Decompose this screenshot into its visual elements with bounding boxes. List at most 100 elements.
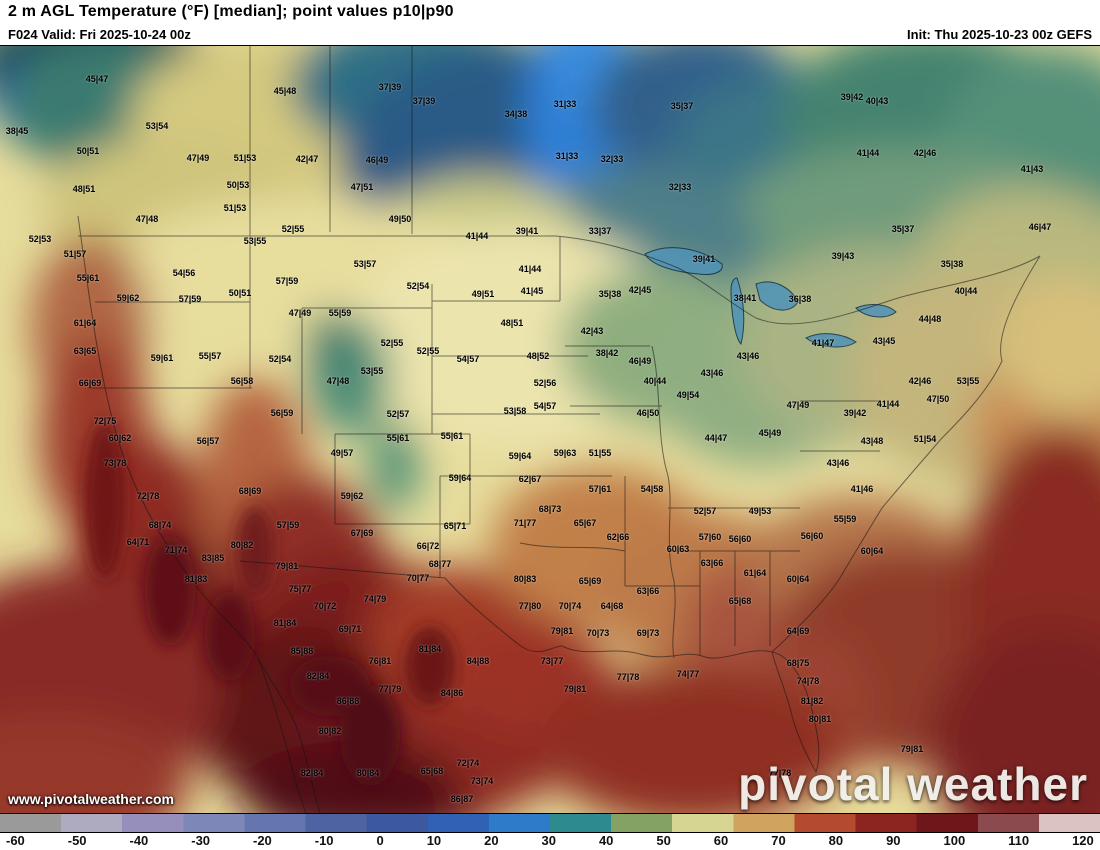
point-value: 63|65 [73,346,97,356]
point-value: 42|46 [908,376,932,386]
point-value: 72|78 [136,491,160,501]
point-value: 51|57 [63,249,87,259]
point-value: 77|78 [616,672,640,682]
point-value: 42|43 [580,326,604,336]
point-value: 49|57 [330,448,354,458]
colorbar-tick: -50 [67,833,87,848]
map-title: 2 m AGL Temperature (°F) [median]; point… [8,3,454,20]
point-value: 52|54 [406,281,430,291]
point-value: 69|73 [636,628,660,638]
point-value: 56|60 [800,531,824,541]
point-value: 37|39 [412,96,436,106]
colorbar-tick: 30 [541,833,556,848]
point-value: 44|47 [704,433,728,443]
point-value: 31|33 [555,151,579,161]
map-area[interactable]: 45|47 38|45 53|54 50|51 48|51 52|53 51|57 47|48… [0,45,1100,814]
point-value: 75|77 [288,584,312,594]
site-watermark: www.pivotalweather.com [8,791,174,807]
point-value: 38|42 [595,348,619,358]
point-value: 51|55 [588,448,612,458]
point-value: 59|64 [448,473,472,483]
point-value: 45|48 [273,86,297,96]
point-value: 64|71 [126,537,150,547]
point-value: 65|71 [443,521,467,531]
point-value: 59|63 [553,448,577,458]
point-value: 60|64 [786,574,810,584]
point-value: 73|78 [103,458,127,468]
point-value: 57|60 [698,532,722,542]
point-value: 68|77 [428,559,452,569]
point-value: 64|69 [786,626,810,636]
point-value: 34|38 [504,109,528,119]
point-value: 50|51 [76,146,100,156]
point-value: 52|55 [416,346,440,356]
point-value: 46|49 [628,356,652,366]
point-value: 54|56 [172,268,196,278]
point-value: 48|51 [500,318,524,328]
colorbar-strip [0,813,1100,833]
point-value: 79|81 [563,684,587,694]
brand-watermark: pivotal weather [738,758,1088,810]
point-value: 41|44 [518,264,542,274]
point-value: 49|54 [676,390,700,400]
colorbar-tick: 40 [598,833,614,848]
point-value: 52|55 [380,338,404,348]
point-value: 52|57 [693,506,717,516]
point-value: 57|59 [276,520,300,530]
point-value: 54|57 [456,354,480,364]
point-value: 85|88 [290,646,314,656]
point-value: 79|81 [900,744,924,754]
point-value: 56|59 [270,408,294,418]
point-value: 66|69 [78,378,102,388]
point-value: 43|46 [700,368,724,378]
point-value: 54|57 [533,401,557,411]
point-value: 79|81 [550,626,574,636]
point-value: 55|59 [833,514,857,524]
point-value: 53|57 [353,259,377,269]
point-value: 81|83 [184,574,208,584]
point-value: 84|86 [440,688,464,698]
point-value: 46|47 [1028,222,1052,232]
point-value: 80|82 [230,540,254,550]
colorbar-tick: 70 [771,833,786,848]
point-value: 65|68 [728,596,752,606]
point-value: 43|45 [872,336,896,346]
point-value: 40|43 [865,96,889,106]
point-value: 82|84 [300,768,324,778]
point-value: 66|72 [416,541,440,551]
point-value: 59|62 [340,491,364,501]
colorbar-tick: 100 [943,833,966,848]
point-value: 77|78 [768,768,792,778]
point-value: 53|55 [243,236,267,246]
point-value: 56|60 [728,534,752,544]
point-value: 72|74 [456,758,480,768]
point-value: 35|37 [891,224,915,234]
colorbar-tick: 90 [886,833,901,848]
point-value: 86|87 [450,794,474,804]
point-value: 70|73 [586,628,610,638]
point-value: 68|75 [786,658,810,668]
colorbar-tick: -60 [6,833,25,848]
colorbar-tick: 50 [656,833,671,848]
point-value: 41|46 [850,484,874,494]
colorbar-tick: 0 [376,833,384,848]
borders-layer [77,46,1041,813]
point-value: 80|84 [356,768,380,778]
point-value: 68|73 [538,504,562,514]
point-value: 31|33 [553,99,577,109]
point-value: 47|51 [350,182,374,192]
point-value: 37|39 [378,82,402,92]
point-value: 42|45 [628,285,652,295]
point-value: 38|41 [733,293,757,303]
point-value: 69|71 [338,624,362,634]
forecast-valid-label: F024 Valid: Fri 2025-10-24 00z [8,27,191,42]
info-bar: F024 Valid: Fri 2025-10-24 00z Init: Thu… [0,26,1100,45]
point-value: 60|62 [108,433,132,443]
point-value: 39|43 [831,251,855,261]
point-value: 40|44 [954,286,978,296]
point-value: 57|59 [275,276,299,286]
point-value: 74|78 [796,676,820,686]
point-value: 62|66 [606,532,630,542]
point-value: 80|82 [318,726,342,736]
